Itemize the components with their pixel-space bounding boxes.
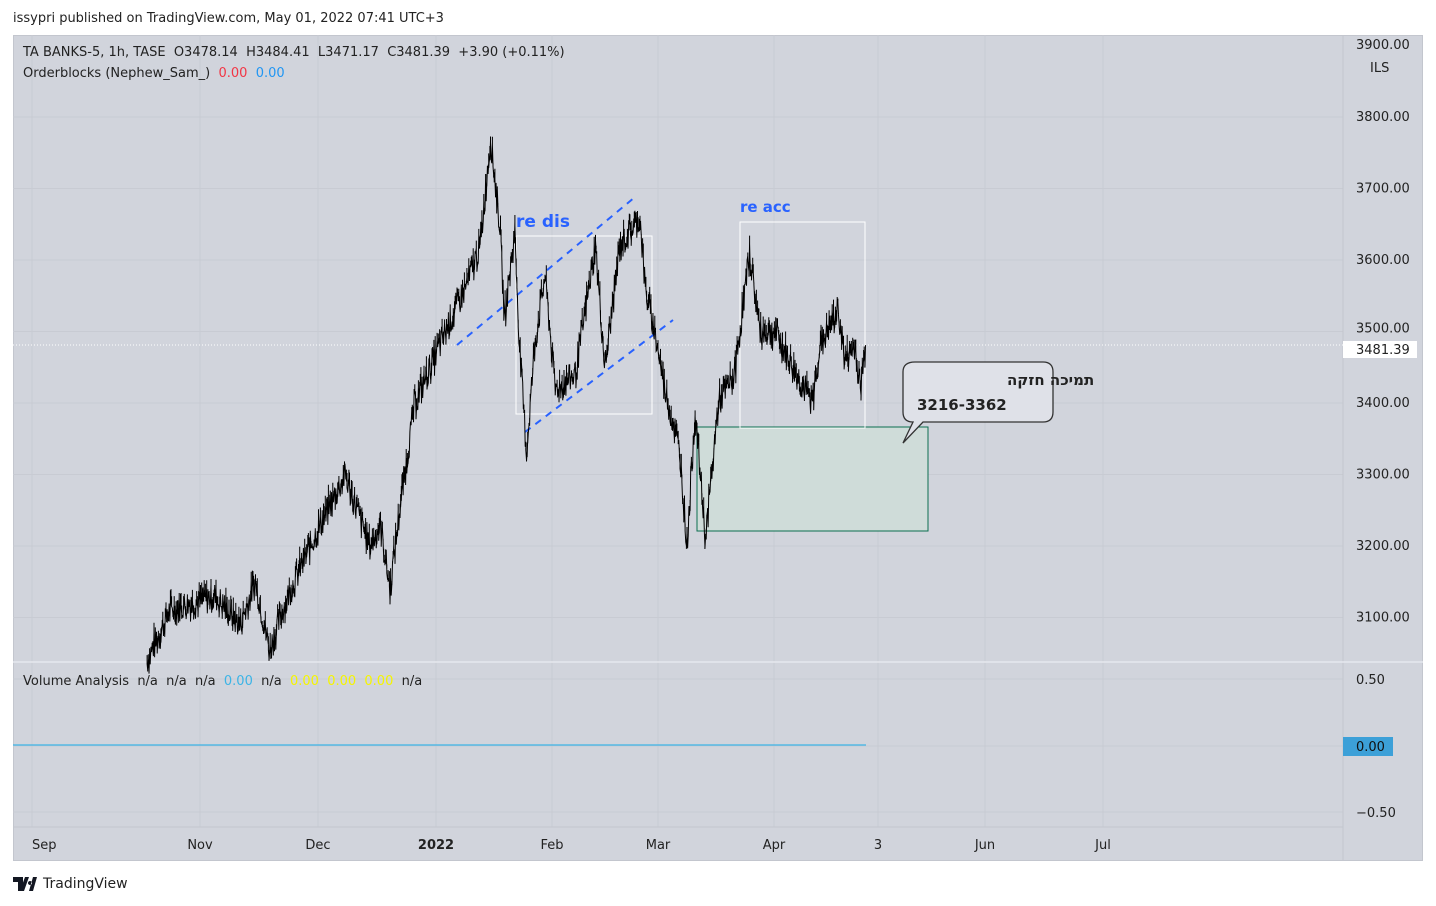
time-tick-label: Nov xyxy=(187,838,213,853)
price-tick-label: 3600.00 xyxy=(1356,253,1410,268)
volume-value: 0.00 xyxy=(364,674,394,689)
volume-legend[interactable]: Volume Analysis n/a n/a n/a 0.00 n/a 0.0… xyxy=(23,674,422,689)
tradingview-logo-icon xyxy=(13,877,37,891)
support-zone[interactable] xyxy=(696,426,929,532)
time-tick-label: Jul xyxy=(1094,838,1111,853)
time-tick-label: Mar xyxy=(646,838,671,853)
volume-value: n/a xyxy=(401,674,423,689)
price-tick-label: 3100.00 xyxy=(1356,611,1410,626)
open-value: O3478.14 xyxy=(173,45,238,60)
re-acc-box[interactable] xyxy=(739,221,866,429)
price-tick-label: 3300.00 xyxy=(1356,468,1410,483)
callout-title: תמיכה חזקה xyxy=(1007,371,1094,389)
volume-tick-label: −0.50 xyxy=(1356,806,1396,821)
symbol-legend[interactable]: TA BANKS-5, 1h, TASE O3478.14 H3484.41 L… xyxy=(23,45,565,60)
volume-value: 0.00 xyxy=(223,674,253,689)
re-dis-label[interactable]: re dis xyxy=(516,212,570,232)
time-tick-label: Apr xyxy=(763,838,786,853)
price-tick-label: 3900.00 xyxy=(1356,38,1410,53)
volume-value: n/a xyxy=(261,674,282,689)
channel-lower-line[interactable] xyxy=(524,319,674,433)
price-tick-label: 3500.00 xyxy=(1356,322,1410,337)
currency-label[interactable]: ILS xyxy=(1370,61,1389,76)
brand-name: TradingView xyxy=(43,876,128,892)
price-series xyxy=(146,136,866,674)
low-value: L3471.17 xyxy=(317,45,379,60)
ob-value-bear: 0.00 xyxy=(218,66,248,81)
re-acc-label[interactable]: re acc xyxy=(740,198,791,216)
orderblocks-legend[interactable]: Orderblocks (Nephew_Sam_) 0.00 0.00 xyxy=(23,66,285,81)
axes: 3800.00 3700.00 3600.00 3500.00 3400.00 3300.… xyxy=(32,38,1410,853)
time-tick-label: Feb xyxy=(540,838,563,853)
volume-value: n/a xyxy=(195,674,216,689)
price-line xyxy=(146,136,866,674)
price-tick-label: 3700.00 xyxy=(1356,182,1410,197)
change-value: +3.90 (+0.11%) xyxy=(458,45,565,60)
tradingview-brand[interactable]: TradingView xyxy=(13,876,128,892)
time-tick-label: Jun xyxy=(974,838,995,853)
time-tick-label: Dec xyxy=(305,838,330,853)
indicator-name: Orderblocks (Nephew_Sam_) xyxy=(23,66,211,81)
volume-last-badge xyxy=(1343,737,1393,756)
close-value: C3481.39 xyxy=(387,45,451,60)
volume-value: n/a xyxy=(137,674,158,689)
time-tick-label: Sep xyxy=(32,838,57,853)
time-tick-label: 2022 xyxy=(418,838,454,853)
volume-tick-label: 0.50 xyxy=(1356,673,1385,688)
volume-value: 0.00 xyxy=(327,674,357,689)
last-price-badge xyxy=(1343,341,1417,358)
volume-indicator-name: Volume Analysis xyxy=(23,674,130,689)
high-value: H3484.41 xyxy=(246,45,310,60)
volume-last-label: 0.00 xyxy=(1356,740,1385,755)
callout-range: 3216-3362 xyxy=(917,396,1007,414)
price-tick-label: 3800.00 xyxy=(1356,110,1410,125)
volume-value: 0.00 xyxy=(289,674,319,689)
volume-value: n/a xyxy=(166,674,187,689)
ob-value-bull: 0.00 xyxy=(255,66,285,81)
publish-info: issypri published on TradingView.com, Ma… xyxy=(13,11,444,26)
symbol-name: TA BANKS-5, 1h, TASE xyxy=(23,45,166,60)
time-tick-label: 3 xyxy=(874,838,882,853)
price-tick-label: 3400.00 xyxy=(1356,396,1410,411)
price-tick-label: 3200.00 xyxy=(1356,539,1410,554)
last-price-label: 3481.39 xyxy=(1356,343,1410,358)
callout-bubble[interactable] xyxy=(902,361,1054,444)
